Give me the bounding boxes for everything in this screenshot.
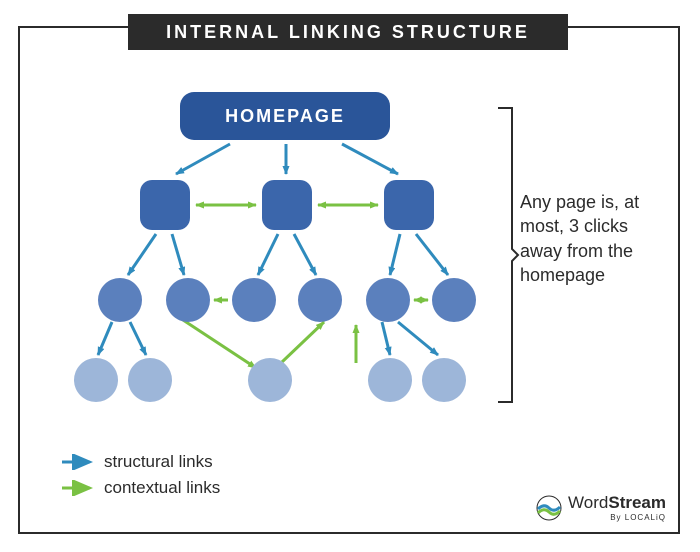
arrow-icon: [60, 480, 96, 496]
wordstream-logo: WordStream By LOCALiQ: [536, 493, 666, 522]
annotation-text: Any page is, at most, 3 clicks away from…: [520, 192, 639, 285]
legend-contextual: contextual links: [60, 478, 220, 498]
bracket-annotation: Any page is, at most, 3 clicks away from…: [520, 190, 670, 287]
logo-text: WordStream By LOCALiQ: [568, 493, 666, 522]
title-banner: INTERNAL LINKING STRUCTURE: [128, 14, 568, 50]
arrow-icon: [60, 454, 96, 470]
logo-sub: By LOCALiQ: [568, 513, 666, 522]
legend-contextual-label: contextual links: [104, 478, 220, 498]
logo-main: WordStream: [568, 493, 666, 513]
legend: structural links contextual links: [60, 452, 220, 504]
legend-structural: structural links: [60, 452, 220, 472]
title-text: INTERNAL LINKING STRUCTURE: [166, 22, 530, 43]
logo-icon: [536, 495, 562, 521]
legend-structural-label: structural links: [104, 452, 213, 472]
